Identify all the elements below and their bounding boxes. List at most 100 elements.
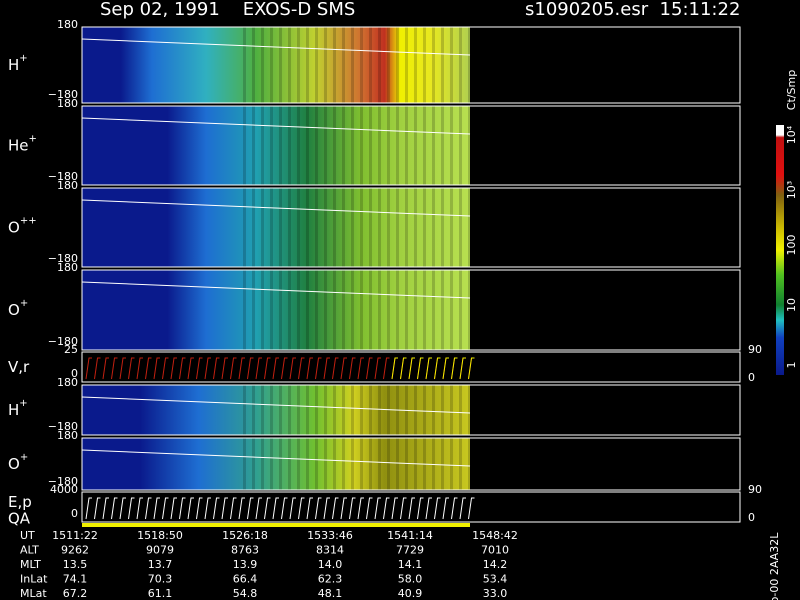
panel-label-text: H	[8, 56, 19, 74]
y-tick-label: 180	[57, 179, 78, 192]
row-label: InLat	[20, 573, 48, 586]
cell: 48.1	[318, 587, 343, 600]
row-label: UT	[20, 529, 35, 542]
cell: 7010	[481, 544, 509, 557]
panel-label-text: H	[8, 401, 19, 419]
trace	[81, 199, 471, 217]
panel-label-sup: +	[19, 53, 27, 64]
panel-label-sup: +	[20, 452, 28, 463]
sawtooth-late	[391, 357, 475, 380]
cell: 53.4	[483, 573, 508, 586]
cell: 67.2	[63, 587, 88, 600]
panel-label-text: E,p	[8, 493, 32, 511]
cell: 62.3	[318, 573, 343, 586]
cell: 9262	[61, 544, 89, 557]
cell: 8763	[231, 544, 259, 557]
cell: 14.1	[398, 558, 423, 571]
right-tick-label: 90	[748, 343, 762, 356]
cell: 14.2	[483, 558, 508, 571]
footer: Sep-00 2AA32L	[768, 532, 781, 600]
right-tick-label: 90	[748, 483, 762, 496]
y-tick-label: −180	[48, 420, 78, 433]
y-tick-label: −180	[48, 252, 78, 265]
colorbar-tick: 100	[785, 235, 798, 256]
y-tick-label: −180	[48, 335, 78, 348]
cell: 1526:18	[222, 529, 268, 542]
cell: 66.4	[233, 573, 258, 586]
panel-label-text: O	[8, 455, 20, 473]
y-tick-label: 180	[57, 261, 78, 274]
colorbar-tick: 10⁴	[785, 125, 798, 144]
qa-bar	[82, 523, 470, 527]
cell: 58.0	[398, 573, 423, 586]
spectrogram-stripes	[242, 385, 470, 435]
panel-label: He+	[8, 134, 37, 155]
cell: 61.1	[148, 587, 173, 600]
cell: 40.9	[398, 587, 423, 600]
y-tick-label: 0	[71, 507, 78, 520]
cell: 7729	[396, 544, 424, 557]
y-tick-label: 0	[71, 367, 78, 380]
colorbar-tick: 10³	[785, 181, 798, 199]
cell: 8314	[316, 544, 344, 557]
panel-frame	[81, 384, 741, 436]
row-label: MLat	[20, 587, 47, 600]
panel-label-sup: ++	[20, 216, 37, 227]
panel-frame	[81, 187, 741, 268]
cell: 1533:46	[307, 529, 353, 542]
sawtooth	[85, 497, 475, 520]
panel-label: H+	[8, 53, 28, 74]
spectrogram-stripes	[242, 438, 470, 490]
cell: 1548:42	[472, 529, 518, 542]
colorbar	[776, 125, 784, 375]
cell: 74.1	[63, 573, 88, 586]
cell: 33.0	[483, 587, 508, 600]
trace	[81, 396, 471, 414]
cell: 70.3	[148, 573, 173, 586]
panel-frame	[81, 351, 741, 383]
panel-frame	[81, 26, 741, 104]
panel-label-text: V,r	[8, 358, 30, 376]
panel-label-text: O	[8, 301, 20, 319]
panel-label-sup: +	[19, 398, 27, 409]
cell: 14.0	[318, 558, 343, 571]
trace	[81, 117, 471, 135]
cell: 9079	[146, 544, 174, 557]
y-tick-label: −180	[48, 88, 78, 101]
panel-label: O+	[8, 452, 28, 473]
colorbar-tick: 10	[785, 298, 798, 312]
y-tick-label: −180	[48, 475, 78, 488]
y-tick-label: 4000	[50, 483, 78, 496]
row-label: MLT	[20, 558, 41, 571]
panel-label-sup: +	[29, 134, 37, 145]
y-tick-label: 180	[57, 376, 78, 389]
cell: 13.7	[148, 558, 173, 571]
trace	[81, 449, 471, 467]
panel-label: O+	[8, 298, 28, 319]
title: Sep 02, 1991 EXOS-D SMS	[100, 0, 355, 20]
y-tick-label: −180	[48, 170, 78, 183]
spectrogram-stripes	[242, 27, 470, 103]
panel-label: E,p	[8, 493, 32, 511]
cell: 1541:14	[387, 529, 433, 542]
spectrogram-stripes	[242, 106, 470, 185]
y-tick-label: 180	[57, 97, 78, 110]
y-tick-label: 180	[57, 18, 78, 31]
trace	[81, 38, 471, 56]
panel-label-text: O	[8, 218, 20, 236]
panel-frame	[81, 269, 741, 351]
cell: 1518:50	[137, 529, 183, 542]
cell: 1511:22	[52, 529, 98, 542]
cell: 13.9	[233, 558, 258, 571]
sawtooth	[85, 357, 475, 380]
spectrogram-stripes	[242, 270, 470, 350]
spectrogram-stripes	[242, 188, 470, 267]
trace	[81, 281, 471, 299]
panel-label: V,r	[8, 358, 30, 376]
y-tick-label: 180	[57, 429, 78, 442]
right-tick-label: 0	[748, 511, 755, 524]
panel-label-sup: +	[20, 298, 28, 309]
panel-frame	[81, 105, 741, 186]
colorbar-unit: Ct/Smp	[785, 70, 798, 110]
